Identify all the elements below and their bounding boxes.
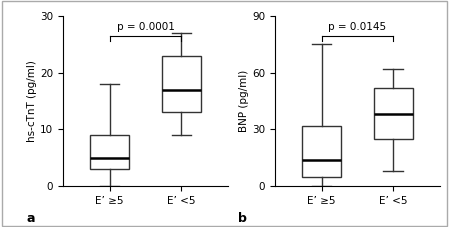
Text: a: a bbox=[26, 212, 35, 225]
Y-axis label: BNP (pg/ml): BNP (pg/ml) bbox=[239, 70, 249, 132]
Text: p = 0.0001: p = 0.0001 bbox=[117, 22, 174, 32]
Y-axis label: hs-cTnT (pg/ml): hs-cTnT (pg/ml) bbox=[27, 60, 37, 142]
PathPatch shape bbox=[162, 56, 201, 112]
PathPatch shape bbox=[302, 126, 341, 177]
PathPatch shape bbox=[90, 135, 129, 169]
Text: b: b bbox=[238, 212, 247, 225]
PathPatch shape bbox=[374, 88, 413, 139]
Text: p = 0.0145: p = 0.0145 bbox=[328, 22, 387, 32]
